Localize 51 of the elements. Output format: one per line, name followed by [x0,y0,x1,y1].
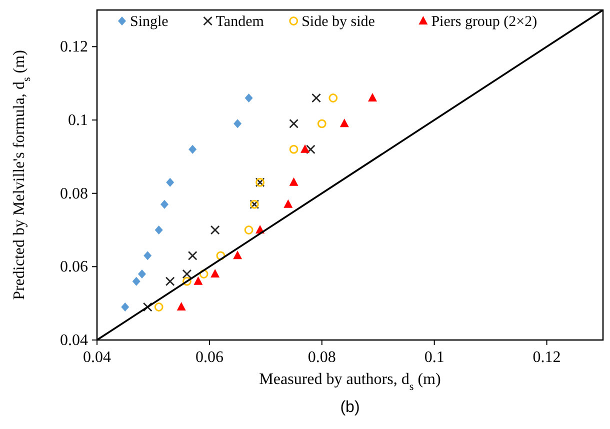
point [210,225,220,235]
x-tick-label: 0.04 [83,349,111,366]
point [368,93,377,102]
point [132,276,140,286]
y-tick-label: 0.04 [60,332,88,349]
point [289,177,298,186]
point [234,119,242,128]
point [244,226,254,234]
y-tick-label: 0.06 [60,258,88,276]
point [166,178,174,187]
x-tick-label: 0.08 [308,349,336,366]
point [144,251,152,260]
point [233,250,242,260]
x-tick-label: 0.1 [424,349,444,366]
point [328,94,338,102]
point [317,119,326,128]
point [300,144,310,153]
legend-label: Side by side [302,14,376,30]
legend-label: Piers group (2×2) [431,14,538,30]
x-tick-label: 0.06 [195,349,224,366]
point [176,302,186,310]
point [165,276,175,286]
point [138,270,146,278]
point [289,144,298,154]
point [216,251,226,260]
point [121,302,130,312]
point [312,93,321,103]
x-axis-title: Measured by authors, d$_{s}$ (m) [259,371,441,393]
point [340,118,349,128]
point [210,269,220,278]
y-tick-label: 0.1 [68,112,88,129]
point [160,200,168,209]
point [244,94,253,102]
point [188,144,197,154]
point [142,302,152,312]
text: (b) [340,399,360,416]
x-tick-label: 0.12 [532,349,561,366]
y-tick-label: 0.08 [60,185,88,202]
point [199,270,208,278]
point [284,199,293,208]
point [154,226,163,234]
point [289,118,298,128]
legend-label: Tandem [216,14,264,30]
point [182,269,192,279]
point [154,302,164,312]
point [194,276,203,285]
legend-label: Single [130,14,169,30]
y-tick-label: 0.12 [60,38,88,56]
point [306,144,316,154]
point [182,276,192,286]
point [188,250,198,260]
